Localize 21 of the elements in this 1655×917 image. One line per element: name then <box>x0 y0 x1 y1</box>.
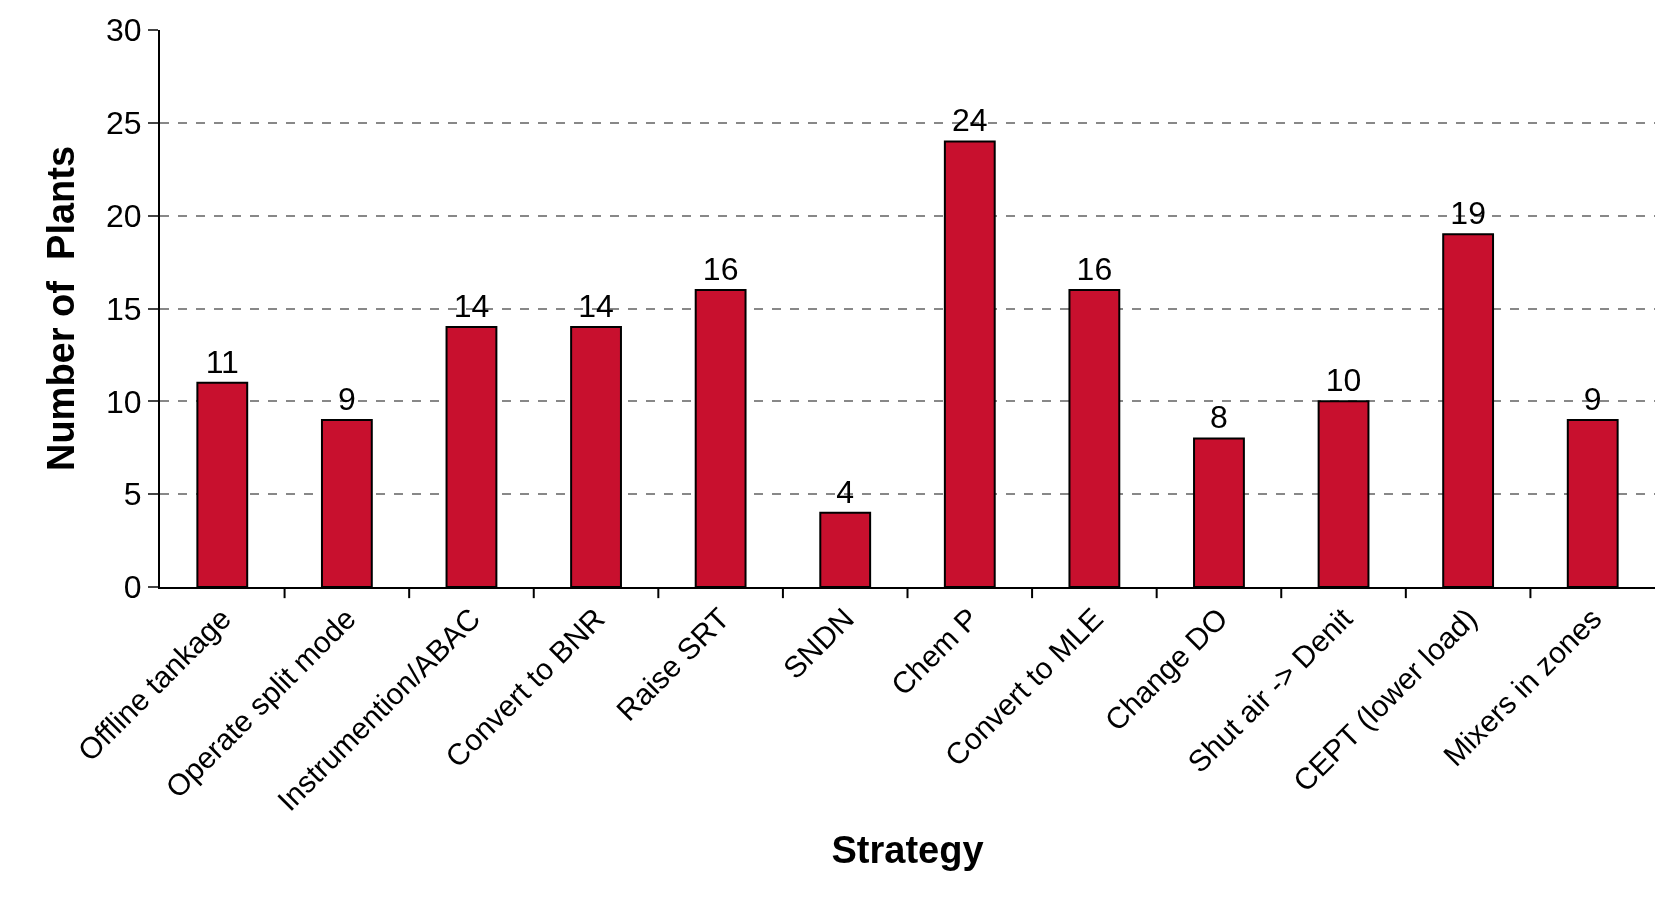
x-axis-title: Strategy <box>831 828 984 871</box>
y-tick-label: 10 <box>106 383 142 420</box>
data-label: 9 <box>1583 380 1602 417</box>
data-label: 19 <box>1450 195 1486 232</box>
data-label: 4 <box>836 473 855 510</box>
data-label: 16 <box>702 250 739 287</box>
data-label: 9 <box>337 380 356 417</box>
data-label: 10 <box>1325 362 1362 399</box>
y-axis-title: Number of Plants <box>39 145 82 472</box>
data-label: 16 <box>1076 250 1113 287</box>
data-label: 11 <box>205 343 239 380</box>
data-label: 8 <box>1210 399 1228 436</box>
y-tick-label: 15 <box>106 290 142 327</box>
y-tick-label: 0 <box>123 569 142 606</box>
y-tick-label: 5 <box>123 476 142 513</box>
data-label: 14 <box>578 288 614 325</box>
y-tick-label: 30 <box>106 12 142 49</box>
data-label: 14 <box>453 288 490 325</box>
data-label: 24 <box>951 102 988 139</box>
y-tick-label: 20 <box>106 197 142 234</box>
y-tick-label: 25 <box>106 105 142 142</box>
